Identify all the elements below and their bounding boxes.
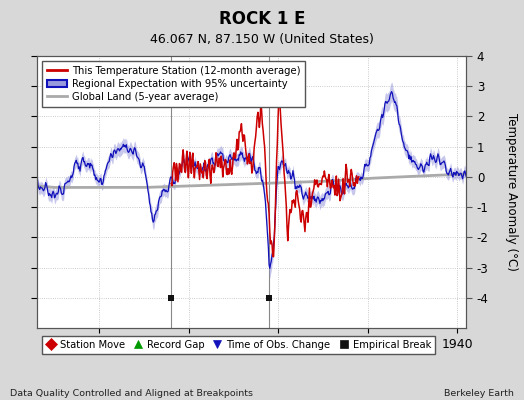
Legend: Station Move, Record Gap, Time of Obs. Change, Empirical Break: Station Move, Record Gap, Time of Obs. C…: [42, 336, 435, 354]
Text: 46.067 N, 87.150 W (United States): 46.067 N, 87.150 W (United States): [150, 33, 374, 46]
Text: Berkeley Earth: Berkeley Earth: [444, 389, 514, 398]
Text: ROCK 1 E: ROCK 1 E: [219, 10, 305, 28]
Y-axis label: Temperature Anomaly (°C): Temperature Anomaly (°C): [505, 113, 518, 271]
Text: Data Quality Controlled and Aligned at Breakpoints: Data Quality Controlled and Aligned at B…: [10, 389, 254, 398]
